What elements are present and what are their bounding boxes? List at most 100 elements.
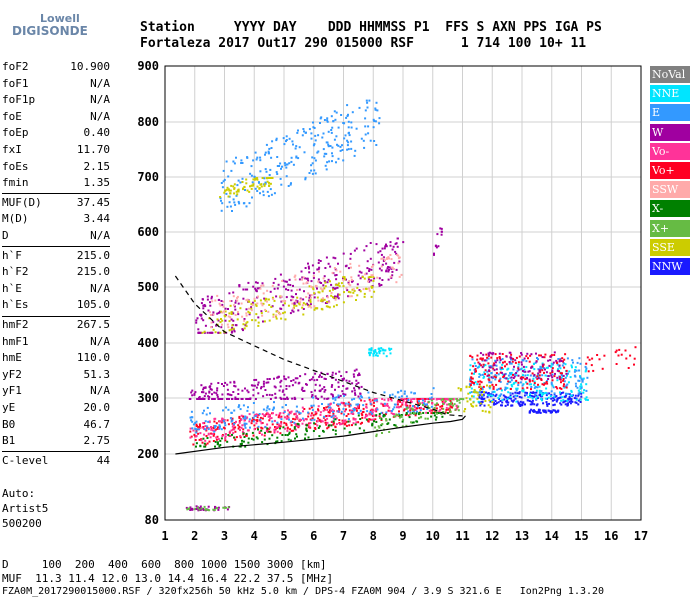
data-point [206,406,209,409]
param-row: B1 2.75 [2,434,110,450]
data-point [294,147,297,150]
data-point [320,395,323,398]
data-point [339,145,342,148]
data-point [363,249,366,252]
data-point [514,397,517,400]
data-point [369,402,372,405]
legend-entry: SSE [650,238,690,256]
data-point [360,412,363,415]
data-point [413,406,416,409]
data-point [318,281,321,284]
data-point [380,265,383,268]
data-point [323,397,326,400]
data-point [418,413,420,416]
data-point [309,301,312,303]
data-point [250,184,253,187]
data-point [577,379,580,382]
data-point [576,361,579,364]
data-point [277,375,280,378]
data-point [205,429,208,432]
data-point [440,233,443,236]
data-point [525,355,528,358]
data-point [423,398,426,400]
distance-row: D 100 200 400 600 800 1000 1500 3000 [km… [2,558,327,571]
data-point [337,293,340,296]
data-point [415,412,418,415]
data-point [304,418,307,420]
data-point [199,425,201,427]
data-point [275,137,278,140]
data-point [243,424,246,427]
data-point [493,390,496,393]
data-cluster [368,347,393,358]
data-point [230,313,233,315]
data-point [348,420,351,423]
data-point [246,189,249,192]
y-tick-label: 200 [137,447,159,461]
data-point [279,273,282,276]
data-point [404,398,407,400]
data-point [278,313,281,316]
data-point [265,393,268,396]
data-point [503,398,506,401]
data-point [539,365,542,368]
data-point [495,393,498,396]
data-point [307,292,310,295]
data-point [253,297,256,300]
data-point [315,412,318,415]
data-point [252,438,255,441]
data-point [311,409,314,412]
data-point [520,361,523,364]
data-point [372,118,375,121]
data-point [361,414,364,417]
data-point [586,399,589,401]
data-point [437,245,440,248]
data-point [550,354,553,357]
param-value: N/A [90,334,110,348]
data-point [382,352,385,355]
data-point [541,374,544,377]
data-point [214,440,217,443]
data-point [313,169,316,172]
data-point [588,358,591,361]
data-point [557,409,560,412]
data-point [436,398,439,400]
data-point [524,403,526,406]
data-point [372,279,375,282]
param-value: 215.0 [76,265,110,279]
data-point [561,396,564,399]
data-point [342,421,345,424]
data-point [242,323,245,326]
data-point [301,417,304,420]
data-point [268,437,271,440]
data-point [522,390,525,393]
data-point [547,409,550,412]
data-point [337,396,340,399]
data-point [563,383,565,386]
data-point [297,157,300,160]
data-point [355,407,358,410]
data-point [350,121,353,124]
data-point [473,389,476,391]
data-point [359,277,362,280]
data-point [304,433,307,436]
data-point [343,394,345,397]
data-point [488,381,491,384]
data-point [330,131,333,134]
data-point [525,393,528,396]
data-point [397,391,400,394]
data-point [246,409,249,412]
data-point [384,245,387,248]
data-point [519,405,522,407]
data-point [542,367,545,370]
data-point [394,395,397,398]
data-point [276,421,279,424]
data-point [317,150,320,153]
data-point [227,506,230,509]
data-point [245,422,248,425]
data-point [501,363,504,366]
data-point [386,405,389,407]
data-point [490,376,493,379]
data-point [551,371,554,373]
data-point [513,375,516,378]
